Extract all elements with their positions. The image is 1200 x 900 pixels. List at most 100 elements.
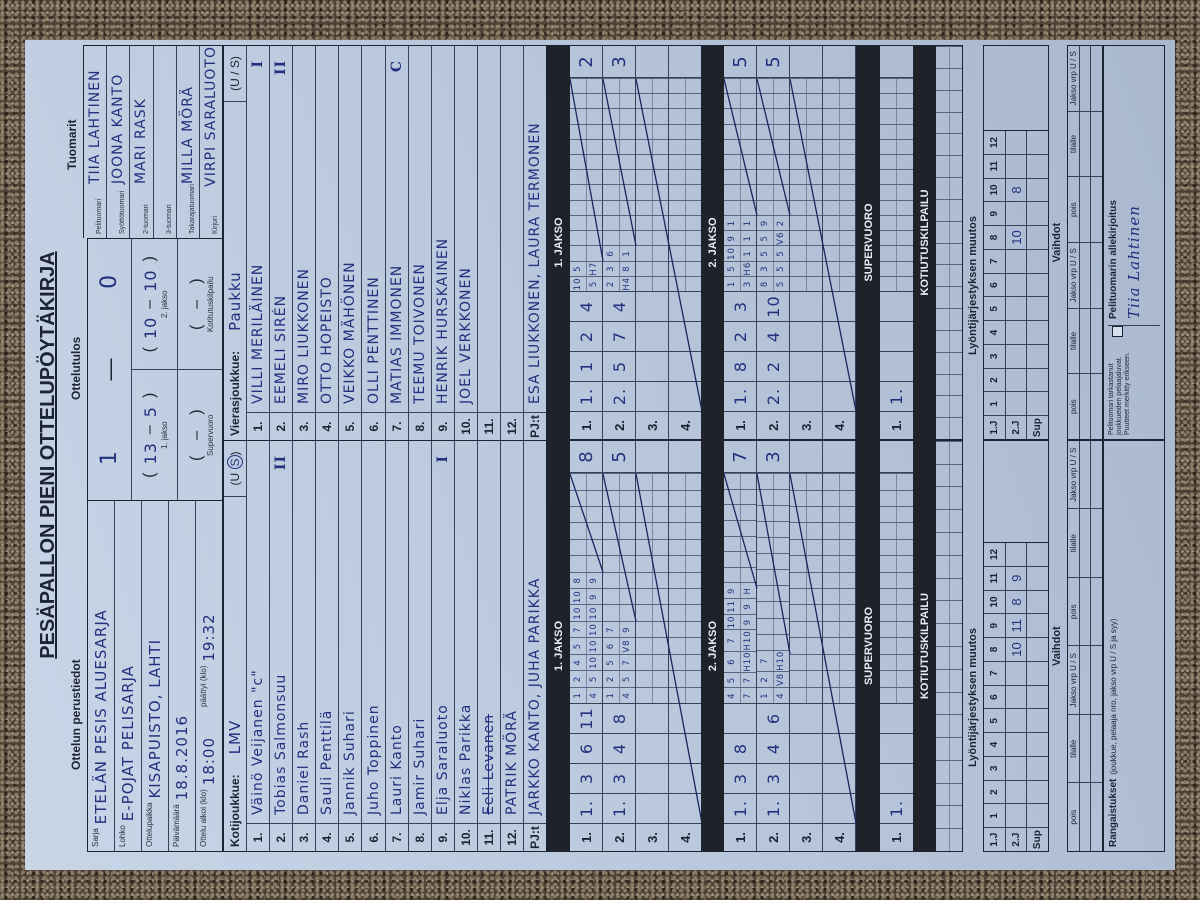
base-cell[interactable]	[603, 77, 635, 94]
base-cell[interactable]	[636, 620, 668, 638]
base-cell[interactable]	[757, 184, 789, 200]
grid-cell[interactable]	[936, 395, 962, 418]
base-cell[interactable]	[823, 473, 855, 490]
lineup-cell[interactable]	[1027, 391, 1049, 416]
lineup-cell[interactable]	[1027, 367, 1049, 392]
subs-cell[interactable]	[1080, 46, 1091, 111]
grid-cell[interactable]	[936, 782, 962, 806]
base-cell[interactable]	[669, 77, 701, 94]
base-cell[interactable]	[724, 138, 756, 155]
batter-cell[interactable]: 2.	[757, 381, 789, 411]
base-cell[interactable]	[570, 522, 602, 539]
base-cell[interactable]	[880, 169, 913, 185]
player-name-cell[interactable]: HENRIK HURSKAINEN	[435, 46, 451, 412]
referee-name[interactable]: VIRPI SARALUOTO	[202, 46, 219, 187]
base-cell[interactable]	[669, 555, 701, 572]
info-value[interactable]: E-POJAT PELISARJA	[119, 665, 137, 822]
base-cell[interactable]	[823, 489, 855, 506]
lineup-cell[interactable]	[1027, 153, 1049, 178]
base-cell[interactable]	[636, 199, 668, 215]
base-cell[interactable]	[636, 108, 668, 124]
base-cell[interactable]	[636, 245, 668, 261]
base-cell[interactable]	[669, 505, 701, 523]
lineup-cell[interactable]	[1005, 755, 1027, 780]
batter-cell[interactable]	[669, 381, 701, 411]
base-cell[interactable]	[669, 275, 701, 291]
base-cell[interactable]	[669, 245, 701, 261]
base-cell[interactable]	[823, 123, 855, 139]
grid-cell[interactable]	[936, 623, 962, 646]
lineup-cell[interactable]	[1006, 543, 1027, 566]
base-cell[interactable]	[880, 199, 913, 215]
base-cell[interactable]	[790, 489, 822, 506]
batter-cell[interactable]: 3	[757, 763, 789, 793]
batter-cell[interactable]: 8	[724, 351, 756, 381]
base-cell[interactable]	[724, 488, 756, 505]
lineup-cell[interactable]	[1005, 248, 1027, 273]
inning-score[interactable]: 5	[757, 46, 789, 78]
base-cell[interactable]	[757, 585, 789, 602]
us-selector[interactable]: (U / S)	[224, 46, 247, 102]
base-cell[interactable]	[636, 588, 668, 605]
player-name-cell[interactable]: Väinö Veijanen "c"	[250, 441, 266, 823]
base-cell[interactable]	[880, 245, 913, 261]
base-cell[interactable]	[880, 555, 913, 572]
lineup-cell[interactable]: 8	[1005, 589, 1027, 614]
base-cell[interactable]	[603, 489, 635, 506]
grid-cell[interactable]	[936, 417, 962, 439]
lineup-cell[interactable]	[1027, 272, 1049, 297]
inning-score[interactable]	[823, 441, 855, 473]
base-cell[interactable]	[790, 260, 822, 276]
base-cell[interactable]	[724, 519, 756, 536]
coaches[interactable]: ESA LIUKKONEN, LAURA TERMONEN	[527, 122, 544, 404]
batter-cell[interactable]	[636, 763, 668, 793]
subs-cell[interactable]	[1091, 373, 1103, 439]
batter-cell[interactable]: 2	[757, 351, 789, 381]
batter-cell[interactable]: 1.	[757, 793, 789, 823]
base-cell[interactable]	[790, 169, 822, 185]
batter-cell[interactable]	[790, 321, 822, 351]
batter-cell[interactable]: 8	[724, 733, 756, 763]
subs-cell[interactable]	[1079, 714, 1091, 783]
base-cell[interactable]	[790, 670, 822, 687]
base-cell[interactable]	[636, 184, 668, 200]
us-option-u[interactable]: U	[228, 472, 243, 482]
period-home[interactable]: 10	[140, 316, 160, 340]
base-cell[interactable]	[757, 633, 789, 650]
base-cell[interactable]	[669, 199, 701, 215]
base-cell[interactable]	[790, 505, 822, 523]
base-cell[interactable]	[790, 637, 822, 654]
base-cell[interactable]	[880, 230, 913, 246]
lineup-cell[interactable]: 10	[1005, 225, 1027, 249]
subs-cell[interactable]	[1091, 110, 1103, 177]
batter-cell[interactable]	[636, 793, 668, 823]
base-cell[interactable]	[823, 505, 855, 523]
base-cell[interactable]	[790, 108, 822, 124]
base-cell[interactable]	[757, 77, 789, 94]
batter-cell[interactable]: 3	[570, 763, 602, 793]
base-cell[interactable]	[724, 184, 756, 200]
grid-cell[interactable]	[936, 509, 962, 533]
base-cell[interactable]	[570, 123, 602, 139]
base-cell[interactable]	[880, 686, 913, 703]
lineup-cell[interactable]	[1027, 296, 1049, 321]
lineup-cell[interactable]	[1005, 779, 1027, 804]
batter-cell[interactable]: 3	[603, 763, 635, 793]
subs-cell[interactable]	[1079, 307, 1091, 374]
inning-score[interactable]: 3	[603, 46, 635, 78]
batter-cell[interactable]: 6	[570, 733, 602, 763]
base-cell[interactable]	[757, 169, 789, 185]
base-cell[interactable]	[636, 604, 668, 621]
info-value[interactable]: ETELÄN PESIS ALUESARJA	[92, 609, 110, 825]
batter-cell[interactable]: 2.	[603, 381, 635, 411]
batter-cell[interactable]	[669, 291, 701, 321]
inning-score[interactable]	[636, 46, 668, 78]
batter-cell[interactable]: 8	[603, 703, 635, 733]
inning-score[interactable]: 8	[570, 441, 602, 473]
subs-cell[interactable]	[1091, 714, 1103, 783]
subs-cell[interactable]	[1079, 110, 1091, 177]
base-cell[interactable]	[603, 154, 635, 170]
